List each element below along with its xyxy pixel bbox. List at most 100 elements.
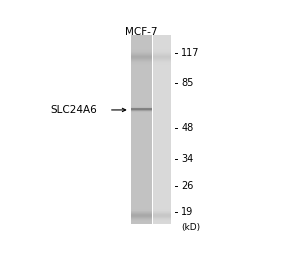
Bar <box>153 221 171 222</box>
Bar <box>153 121 171 122</box>
Bar <box>153 97 171 98</box>
Bar <box>153 95 171 96</box>
Bar <box>131 53 152 54</box>
Bar <box>153 159 171 161</box>
Bar <box>153 188 171 190</box>
Bar <box>153 136 171 137</box>
Bar <box>131 209 152 210</box>
Bar <box>153 55 171 56</box>
Bar <box>131 185 152 186</box>
Bar <box>153 132 171 133</box>
Bar <box>131 166 152 167</box>
Bar <box>131 119 152 120</box>
Bar <box>131 171 152 172</box>
Bar <box>131 138 152 139</box>
Bar <box>131 208 152 209</box>
Text: (kD): (kD) <box>181 223 200 232</box>
Bar <box>153 40 171 41</box>
Bar <box>131 220 152 221</box>
Bar <box>153 102 171 103</box>
Bar <box>131 180 152 181</box>
Bar <box>153 92 171 93</box>
Bar <box>153 198 171 199</box>
Bar <box>131 168 152 169</box>
Bar <box>131 98 152 99</box>
Bar <box>153 77 171 78</box>
Bar <box>131 151 152 152</box>
Bar <box>131 123 152 125</box>
Bar <box>153 186 171 187</box>
Bar <box>153 110 171 111</box>
Bar <box>153 78 171 79</box>
Bar <box>153 182 171 183</box>
Bar <box>131 77 152 78</box>
Bar <box>131 83 152 84</box>
Bar <box>153 215 171 216</box>
Bar <box>131 158 152 159</box>
Bar <box>153 142 171 143</box>
Bar <box>131 205 152 206</box>
Bar <box>153 100 171 101</box>
Bar <box>131 35 152 36</box>
Bar <box>153 41 171 42</box>
Bar <box>131 78 152 79</box>
Bar <box>131 195 152 196</box>
Bar <box>153 163 171 164</box>
Bar <box>131 133 152 134</box>
Bar <box>131 181 152 182</box>
Bar <box>153 105 171 106</box>
Bar <box>131 105 152 107</box>
Bar <box>153 57 171 58</box>
Bar <box>131 134 152 135</box>
Bar <box>131 115 152 116</box>
Bar <box>131 67 152 68</box>
Bar <box>131 58 152 59</box>
Bar <box>153 151 171 152</box>
Bar <box>131 184 152 185</box>
Bar <box>153 121 171 123</box>
Bar <box>153 37 171 39</box>
Bar <box>153 213 171 214</box>
Text: 19: 19 <box>181 207 194 216</box>
Bar <box>153 211 171 213</box>
Bar <box>131 99 152 100</box>
Bar <box>131 222 152 223</box>
Bar <box>153 206 171 208</box>
Bar <box>131 143 152 144</box>
Bar <box>153 135 171 136</box>
Bar <box>153 62 171 63</box>
Bar <box>131 89 152 91</box>
Bar <box>131 54 152 55</box>
Bar <box>131 49 152 50</box>
Bar <box>153 128 171 129</box>
Bar <box>153 208 171 209</box>
Bar <box>153 131 171 132</box>
Bar <box>153 98 171 99</box>
Bar <box>153 146 171 147</box>
Bar <box>153 187 171 188</box>
Bar <box>153 86 171 87</box>
Bar <box>131 84 152 85</box>
Bar <box>153 147 171 148</box>
Bar <box>153 106 171 107</box>
Bar <box>153 181 171 182</box>
Bar <box>153 75 171 76</box>
Bar <box>131 62 152 63</box>
Bar <box>131 117 152 118</box>
Bar <box>153 161 171 162</box>
Bar <box>131 130 152 131</box>
Bar <box>131 161 152 162</box>
Bar <box>131 69 152 70</box>
Bar <box>153 155 171 156</box>
Bar <box>153 103 171 104</box>
Bar <box>153 53 171 55</box>
Bar <box>131 43 152 44</box>
Bar <box>131 74 152 76</box>
Bar <box>131 188 152 190</box>
Bar <box>131 93 152 94</box>
Bar <box>153 45 171 46</box>
Bar <box>153 152 171 153</box>
Bar <box>153 144 171 145</box>
Bar <box>153 69 171 71</box>
Bar <box>153 124 171 125</box>
